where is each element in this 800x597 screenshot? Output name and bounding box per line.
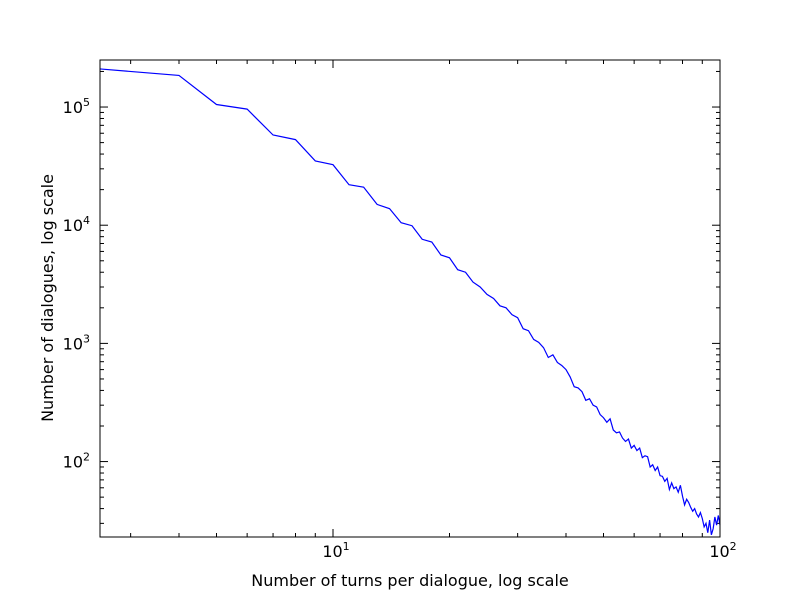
x-axis-label: Number of turns per dialogue, log scale [251,571,568,590]
plot-frame [99,59,721,538]
y-tick-label: 103 [63,332,90,353]
x-tick-label: 102 [709,540,736,561]
y-tick-label: 104 [63,214,90,235]
y-tick-label: 105 [63,96,90,117]
x-tick-label: 101 [322,540,349,561]
y-tick-label: 102 [63,451,90,472]
ticks [100,60,721,537]
plot-area [100,60,720,537]
tick-labels: 101 102 102 103 104 105 [63,96,737,561]
y-axis-label: Number of dialogues, log scale [38,174,57,422]
series-line [99,68,721,535]
